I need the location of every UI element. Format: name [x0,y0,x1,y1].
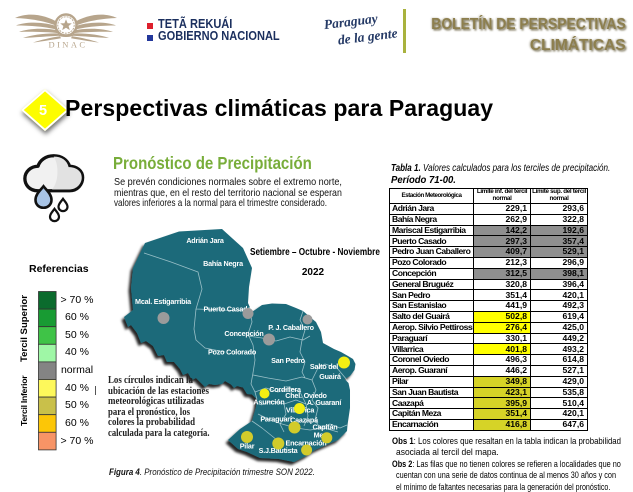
svg-text:Asunción: Asunción [253,398,284,407]
svg-text:P. J. Caballero: P. J. Caballero [268,323,314,332]
svg-text:Adrián Jara: Adrián Jara [186,236,225,245]
svg-text:DINAC: DINAC [49,40,88,50]
svg-text:Bahía Negra: Bahía Negra [203,259,244,268]
svg-text:Encarnación: Encarnación [286,439,327,448]
svg-text:Capitán: Capitán [313,423,338,432]
svg-text:Chel. Oviedo: Chel. Oviedo [285,391,327,400]
svg-text:Salto del: Salto del [310,362,338,371]
svg-text:Caazapá: Caazapá [290,416,319,425]
svg-text:Puerto Casado: Puerto Casado [203,305,252,314]
svg-text:Guairá: Guairá [319,372,342,381]
svg-text:Pilar: Pilar [240,442,255,451]
svg-text:San Pedro: San Pedro [271,356,306,365]
svg-text:Mcal. Estigarribia: Mcal. Estigarribia [135,297,192,306]
svg-text:Pozo Colorado: Pozo Colorado [208,348,257,357]
svg-text:Cordillera: Cordillera [269,385,302,394]
svg-text:Paraguarí: Paraguarí [260,415,293,424]
svg-text:A. Guaraní: A. Guaraní [307,398,343,407]
svg-text:S.J.Bautista: S.J.Bautista [259,446,299,455]
svg-text:Concepción: Concepción [224,329,263,338]
